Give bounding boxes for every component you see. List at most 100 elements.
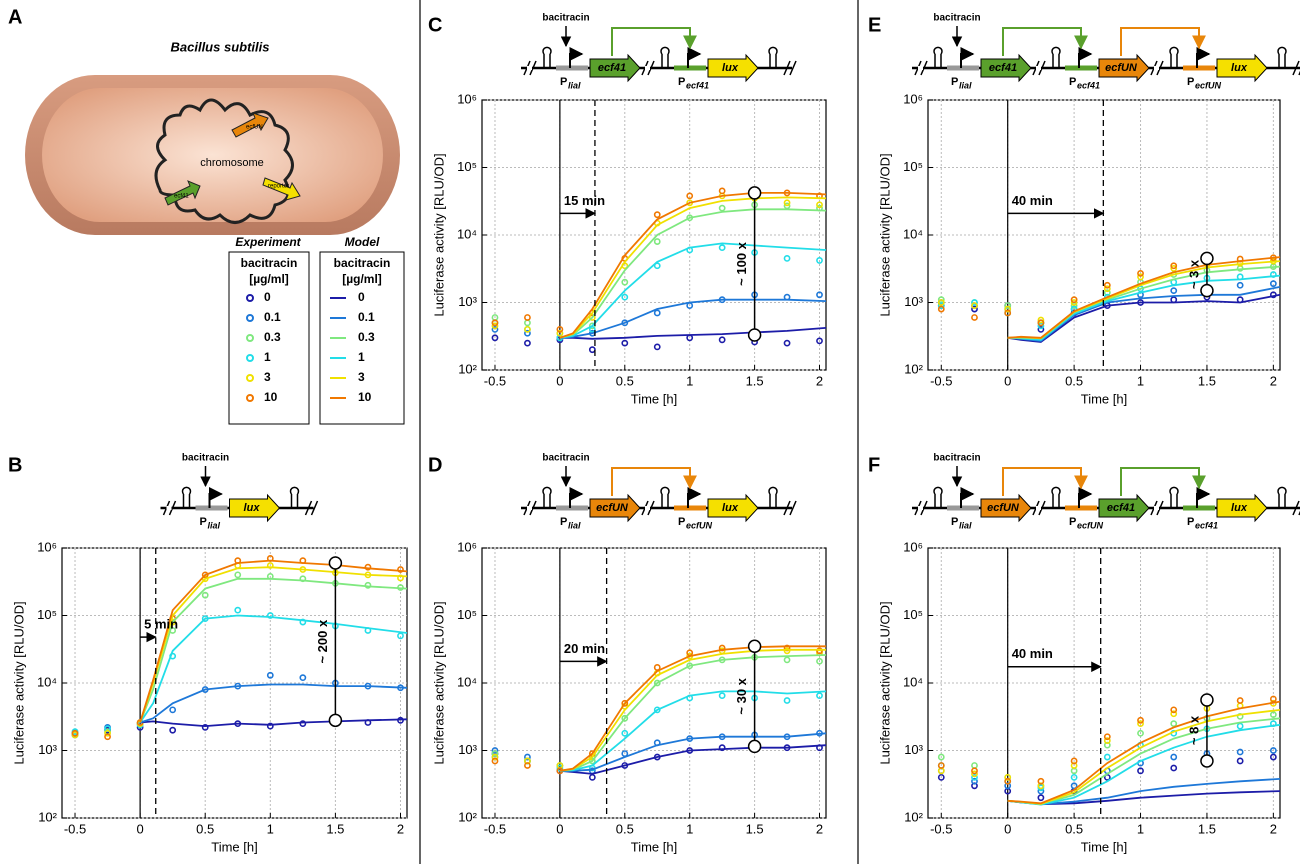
panel-letter: F: [868, 454, 880, 476]
experiment-point: [1004, 777, 1012, 785]
experiment-point: [1037, 325, 1045, 333]
promoter-sub: lial: [568, 80, 581, 90]
legend-label: 0.1: [358, 310, 375, 324]
experiment-point: [1170, 262, 1178, 270]
model-line: [559, 298, 827, 339]
experiment-point: [718, 744, 726, 752]
experiment-point: [1236, 722, 1244, 730]
x-axis-label: Time [h]: [211, 839, 257, 854]
y-tick-label: 10⁶: [903, 539, 923, 554]
experiment-point: [686, 192, 694, 200]
model-line: [559, 645, 826, 772]
gene-label: reporter: [268, 184, 289, 190]
tss-arrow: [1196, 47, 1211, 68]
x-tick-label: 0.5: [1065, 821, 1083, 836]
gene: [229, 493, 281, 523]
experiment-point: [556, 325, 564, 333]
y-tick-label: 10⁶: [457, 91, 477, 106]
x-tick-label: 0.5: [616, 373, 634, 388]
experiment-point: [783, 255, 791, 262]
terminator: [1169, 486, 1179, 508]
fold-point: [747, 328, 762, 342]
terminator: [660, 486, 670, 508]
experiment-point: [1103, 285, 1111, 293]
x-tick-label: 2: [816, 821, 823, 836]
gene-label: ecfUN: [987, 502, 1020, 514]
experiment-point: [1037, 319, 1045, 327]
experiment-point: [1070, 782, 1078, 790]
gene-label: ecf41: [989, 62, 1017, 74]
promoter-label: P: [951, 516, 958, 528]
legend-marker: [246, 374, 254, 382]
experiment-point: [1070, 296, 1078, 304]
experiment-point: [299, 720, 307, 728]
experiment-point: [524, 329, 531, 337]
experiment-point: [783, 697, 791, 704]
terminator: [768, 486, 778, 508]
legend-label: 10: [358, 390, 372, 404]
experiment-point: [104, 729, 111, 737]
experiment-point: [816, 657, 823, 665]
break-gap: [166, 506, 172, 510]
experiment-point: [169, 726, 177, 734]
experiment-point: [1170, 720, 1178, 728]
regulation-arrow: [611, 27, 697, 56]
legend-label: 3: [264, 370, 271, 384]
experiment-point: [491, 753, 499, 761]
legend-label: 0.3: [264, 330, 281, 344]
tss-arrow: [687, 47, 702, 68]
experiment-point: [971, 305, 978, 313]
experiment-point: [266, 722, 274, 730]
gene: [980, 493, 1032, 523]
experiment-point: [1269, 280, 1277, 288]
experiment-point: [783, 339, 791, 347]
gene: [1216, 53, 1268, 83]
experiment-point: [491, 322, 499, 330]
promoter: [556, 505, 588, 511]
experiment-point: [201, 591, 209, 599]
legend-label: 3: [358, 370, 365, 384]
experiment-point: [971, 302, 978, 309]
promoter-label: P: [951, 76, 958, 88]
y-tick-label: 10⁴: [37, 674, 57, 689]
promoter-label: P: [678, 516, 685, 528]
regulation-arrow: [1002, 27, 1088, 56]
experiment-point: [1137, 729, 1144, 737]
model-line: [559, 648, 826, 772]
experiment-point: [234, 571, 242, 579]
x-tick-label: 1: [686, 821, 693, 836]
experiment-point: [1004, 302, 1012, 309]
experiment-point: [201, 723, 209, 731]
model-line: [1007, 700, 1281, 805]
experiment-point: [1070, 773, 1078, 781]
experiment-point: [1037, 316, 1045, 324]
experiment-point: [1170, 764, 1178, 772]
promoter-sub: lial: [208, 520, 221, 530]
y-tick-label: 10⁵: [457, 159, 477, 174]
x-tick-label: 0.5: [616, 821, 634, 836]
panel-letter: E: [868, 14, 881, 36]
experiment-point: [1037, 777, 1045, 785]
model-line: [559, 732, 827, 772]
experiment-point: [937, 302, 945, 309]
experiment-point: [491, 325, 499, 333]
tss-arrow: [1078, 47, 1093, 68]
promoter-label: P: [560, 516, 567, 528]
gene: [1216, 493, 1268, 523]
legend-rows: 0 0 0.1 0.1 0.3 0.3 1 1 3 3 10 10: [246, 290, 375, 404]
legend-title: bacitracin: [334, 256, 391, 270]
model-line: [559, 242, 827, 339]
promoter: [556, 65, 588, 71]
break-mark: [304, 500, 319, 516]
experiment-point: [718, 336, 726, 344]
inducer-label: bacitracin: [542, 13, 589, 24]
terminator: [542, 486, 552, 508]
experiment-point: [971, 773, 978, 781]
experiment-point: [653, 238, 661, 245]
experiment-point: [1170, 265, 1178, 272]
experiment-point: [783, 199, 791, 207]
experiment-point: [816, 257, 823, 264]
y-tick-label: 10²: [904, 361, 923, 376]
experiment-point: [1103, 733, 1111, 741]
x-tick-label: -0.5: [930, 821, 952, 836]
